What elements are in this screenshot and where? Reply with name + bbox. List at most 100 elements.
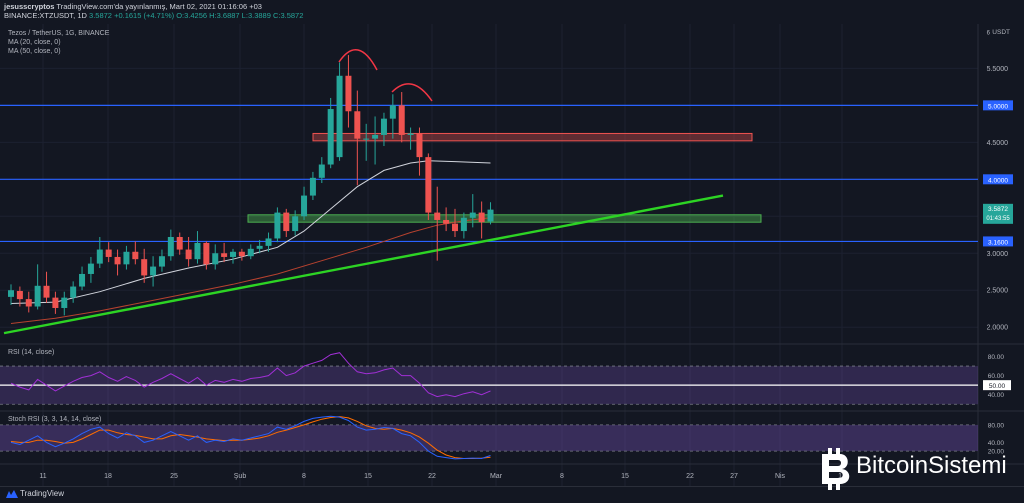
time-axis-tick: Nis bbox=[775, 473, 786, 480]
candle-body[interactable] bbox=[345, 75, 352, 112]
rsi-line bbox=[10, 352, 491, 398]
candle-body[interactable] bbox=[256, 245, 263, 249]
candle-body[interactable] bbox=[185, 249, 192, 260]
header-bar: jesusscryptos TradingView.com'da yayınla… bbox=[0, 0, 1024, 20]
legend-ma50: MA (50, close, 0) bbox=[8, 48, 61, 55]
price-axis-tick: 4.5000 bbox=[987, 140, 1009, 147]
candle-body[interactable] bbox=[150, 266, 157, 276]
candle-body[interactable] bbox=[274, 212, 281, 239]
stoch-d-line bbox=[10, 416, 491, 459]
stoch-k-line bbox=[10, 415, 491, 460]
watermark: BitcoinSistemi bbox=[818, 446, 1024, 492]
price-axis-tick: 2.5000 bbox=[987, 288, 1009, 295]
candle-body[interactable] bbox=[336, 75, 343, 158]
stoch-axis-tick: 40.00 bbox=[988, 440, 1005, 447]
candle-body[interactable] bbox=[283, 212, 290, 232]
candle-body[interactable] bbox=[292, 216, 299, 232]
candle-body[interactable] bbox=[318, 164, 325, 178]
candle-body[interactable] bbox=[34, 285, 41, 307]
price-axis-tick: 5.5000 bbox=[987, 66, 1009, 73]
candle-body[interactable] bbox=[327, 109, 334, 165]
tradingview-label[interactable]: TradingView bbox=[20, 489, 65, 498]
candle-body[interactable] bbox=[52, 297, 59, 308]
candle-body[interactable] bbox=[469, 212, 476, 218]
legend-pair: Tezos / TetherUS, 1G, BINANCE bbox=[8, 30, 110, 37]
publish-line: jesusscryptos TradingView.com'da yayınla… bbox=[4, 2, 262, 11]
level-price-label bbox=[983, 236, 1013, 247]
candle-body[interactable] bbox=[158, 256, 165, 267]
time-axis-tick: 8 bbox=[560, 473, 564, 480]
candle-body[interactable] bbox=[96, 249, 103, 264]
tradingview-footer: TradingView bbox=[0, 486, 1024, 503]
candle-body[interactable] bbox=[61, 297, 68, 308]
candle-body[interactable] bbox=[363, 138, 370, 140]
candle-body[interactable] bbox=[132, 251, 139, 260]
trendline[interactable] bbox=[3, 194, 724, 335]
time-axis-tick: 12 bbox=[838, 473, 846, 480]
candle-body[interactable] bbox=[434, 212, 441, 220]
candle-body[interactable] bbox=[25, 299, 32, 307]
time-axis-tick: 22 bbox=[428, 473, 436, 480]
author-name[interactable]: jesusscryptos bbox=[4, 2, 55, 11]
candle-body[interactable] bbox=[16, 290, 23, 300]
legend-rsi: RSI (14, close) bbox=[8, 349, 55, 356]
ohlc-values: O:3.4256 H:3.6887 L:3.3889 C:3.5872 bbox=[176, 11, 304, 20]
price-axis-tick: 3.0000 bbox=[987, 251, 1009, 258]
candle-body[interactable] bbox=[203, 242, 210, 265]
rsi-axis-tick: 40.00 bbox=[988, 392, 1005, 399]
candle-body[interactable] bbox=[114, 256, 121, 265]
candle-body[interactable] bbox=[141, 259, 148, 276]
candle-body[interactable] bbox=[105, 249, 112, 257]
candle-body[interactable] bbox=[247, 248, 254, 257]
stoch-axis-tick: 80.00 bbox=[988, 422, 1005, 429]
candle-body[interactable] bbox=[380, 118, 387, 135]
current-price-text: 3.5872 bbox=[988, 206, 1008, 213]
candle-body[interactable] bbox=[389, 105, 396, 119]
rsi-axis-tick: 50.00 bbox=[989, 383, 1006, 390]
candle-body[interactable] bbox=[8, 290, 14, 297]
price-axis-tick: 2.0000 bbox=[987, 325, 1009, 332]
candle-body[interactable] bbox=[265, 238, 272, 246]
candle-body[interactable] bbox=[194, 242, 201, 260]
candle-body[interactable] bbox=[221, 253, 228, 257]
price-axis-tick-top: 6 bbox=[987, 30, 991, 36]
candle-body[interactable] bbox=[79, 273, 86, 287]
level-price-text: 4.0000 bbox=[988, 177, 1008, 184]
candle-body[interactable] bbox=[460, 217, 467, 232]
publish-info: TradingView.com'da yayınlanmış, Mart 02,… bbox=[56, 2, 262, 11]
candle-body[interactable] bbox=[230, 251, 236, 257]
candle-body[interactable] bbox=[354, 111, 361, 139]
candle-body[interactable] bbox=[167, 236, 174, 257]
candle-body[interactable] bbox=[87, 263, 94, 274]
candle-body[interactable] bbox=[238, 251, 245, 257]
candle-body[interactable] bbox=[70, 286, 77, 298]
candle-body[interactable] bbox=[301, 195, 308, 217]
resistance-zone[interactable] bbox=[312, 132, 753, 142]
support-zone[interactable] bbox=[247, 214, 762, 223]
candle-body[interactable] bbox=[372, 134, 379, 139]
pattern-arc-annotation[interactable] bbox=[338, 49, 378, 71]
time-axis-tick: 27 bbox=[730, 473, 738, 480]
candle-body[interactable] bbox=[487, 209, 494, 222]
stoch-axis-tick: 20.00 bbox=[988, 449, 1005, 456]
candle-body[interactable] bbox=[43, 285, 50, 298]
candle-body[interactable] bbox=[398, 105, 405, 135]
symbol-label[interactable]: BINANCE:XTZUSDT, 1D bbox=[4, 11, 87, 20]
countdown-text: 01:43:55 bbox=[986, 216, 1010, 222]
tradingview-logo-icon[interactable] bbox=[6, 490, 18, 499]
candle-body[interactable] bbox=[425, 157, 432, 213]
candle-body[interactable] bbox=[212, 253, 219, 265]
candle-body[interactable] bbox=[452, 223, 458, 232]
candle-body[interactable] bbox=[478, 212, 485, 223]
time-axis-tick: 22 bbox=[686, 473, 694, 480]
candle-body[interactable] bbox=[176, 236, 183, 250]
candle-body[interactable] bbox=[407, 133, 414, 135]
time-axis-tick: 25 bbox=[170, 473, 178, 480]
candle-body[interactable] bbox=[309, 177, 316, 196]
pattern-arc-annotation[interactable] bbox=[391, 83, 433, 102]
candle-body[interactable] bbox=[416, 133, 423, 158]
candle-body[interactable] bbox=[123, 251, 130, 265]
price-chart-svg[interactable]: USDT 5.5000 4.5000 3.0000 2.5000 2.0000 6 5.000… bbox=[0, 0, 1024, 486]
candle-body[interactable] bbox=[443, 219, 450, 224]
time-axis-tick: Şub bbox=[234, 473, 247, 480]
